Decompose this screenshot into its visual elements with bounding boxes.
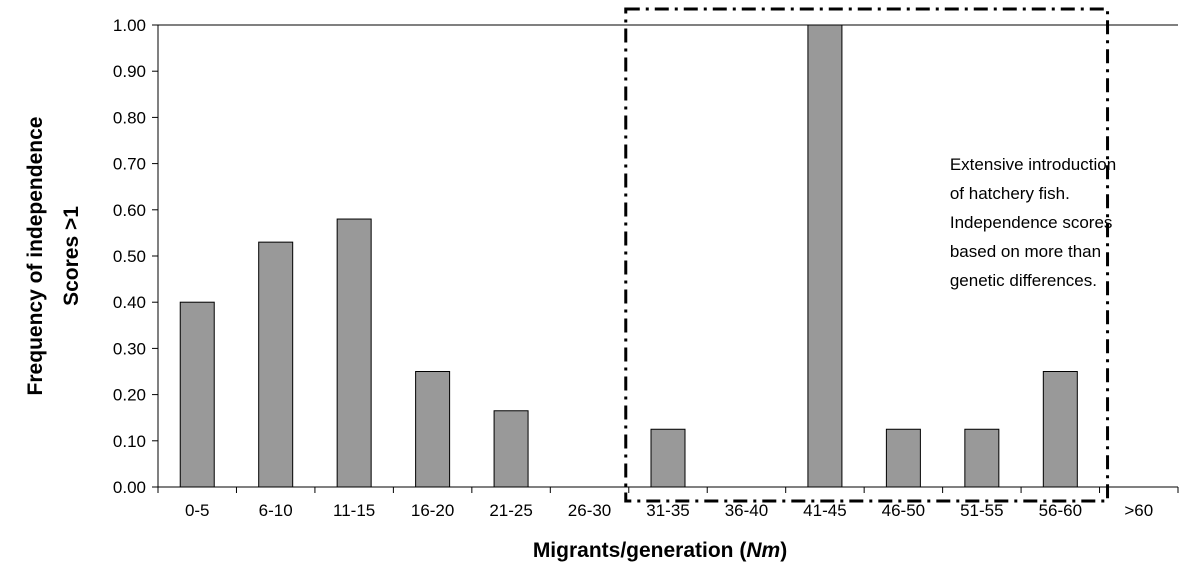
x-axis-title-suffix: ) [780, 539, 787, 562]
y-tick-label: 0.60 [113, 201, 146, 220]
y-axis-title-line2: Scores >1 [60, 206, 83, 306]
x-tick-label: 56-60 [1039, 501, 1082, 520]
bars [179, 24, 1078, 488]
bar [258, 241, 294, 488]
annotation-line: based on more than [950, 242, 1101, 261]
bar [1042, 371, 1078, 488]
y-tick-label: 0.80 [113, 108, 146, 127]
x-tick-label: 31-35 [646, 501, 689, 520]
y-tick-label: 0.00 [113, 478, 146, 497]
x-axis-title: Migrants/generation (Nm) [533, 539, 787, 562]
bar [964, 428, 1000, 488]
x-tick-label: 0-5 [185, 501, 210, 520]
annotation-line: Independence scores [950, 213, 1113, 232]
y-tick-label: 0.40 [113, 293, 146, 312]
x-tick-label: 26-30 [568, 501, 611, 520]
y-tick-label: 0.90 [113, 62, 146, 81]
x-tick-label: 16-20 [411, 501, 454, 520]
y-tick-label: 0.50 [113, 247, 146, 266]
y-axis-ticks: 0.00 0.10 0.20 0.30 0.40 0.50 0.60 0.70 0.80 0.90… [113, 16, 158, 497]
y-axis-title-line1: Frequency of independence [24, 117, 47, 396]
x-tick-label: 46-50 [882, 501, 925, 520]
y-tick-label: 0.20 [113, 386, 146, 405]
y-tick-label: 0.30 [113, 339, 146, 358]
annotation-line: Extensive introduction [950, 155, 1116, 174]
x-axis-ticks: 0-5 6-10 11-15 16-20 21-25 26-30 31-35 36-40 41-… [157, 487, 1179, 520]
x-axis-title-italic: Nm [746, 539, 780, 562]
annotation-text: Extensive introduction of hatchery fish. I… [950, 155, 1116, 290]
x-axis-title-prefix: Migrants/generation ( [533, 539, 747, 562]
x-tick-label: 21-25 [489, 501, 532, 520]
y-tick-label: 1.00 [113, 16, 146, 35]
x-tick-label: 51-55 [960, 501, 1003, 520]
x-tick-label: >60 [1124, 501, 1153, 520]
x-tick-label: 11-15 [333, 501, 375, 520]
x-tick-label: 41-45 [803, 501, 846, 520]
bar [650, 428, 686, 488]
bar [493, 410, 529, 488]
y-tick-label: 0.70 [113, 155, 146, 174]
bar [807, 24, 843, 488]
annotation-box [624, 7, 1110, 503]
x-tick-label: 36-40 [725, 501, 768, 520]
bar [179, 301, 215, 488]
bar [336, 218, 372, 488]
x-tick-label: 6-10 [259, 501, 293, 520]
annotation-line: of hatchery fish. [950, 184, 1070, 203]
annotation-line: genetic differences. [950, 271, 1097, 290]
bar [885, 428, 921, 488]
bar [415, 371, 451, 488]
y-tick-label: 0.10 [113, 432, 146, 451]
